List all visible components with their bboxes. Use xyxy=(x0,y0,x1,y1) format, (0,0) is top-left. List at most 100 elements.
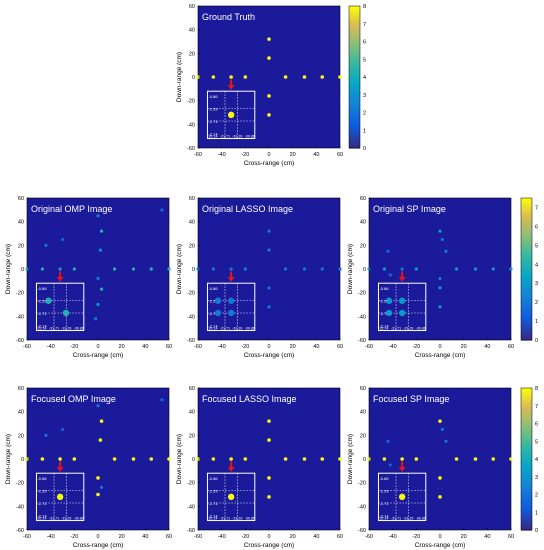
arrow-head xyxy=(56,276,64,282)
colorbar-tick-label: 3 xyxy=(535,281,538,287)
x-tick-label: -20 xyxy=(70,534,78,540)
colorbar-segment xyxy=(521,219,532,223)
chart-panel: -0.86 -1.29 -1.71 -2.14-32.14 -31.71 -31.29 -3… xyxy=(176,386,343,549)
data-point xyxy=(440,237,444,242)
inset-y-tick: -2.14 xyxy=(37,514,47,519)
colorbar-segment xyxy=(521,388,532,391)
y-axis-label: Down-range (cm) xyxy=(347,244,354,294)
x-tick-label: 40 xyxy=(313,534,319,540)
colorbar-segment xyxy=(521,473,532,477)
colorbar-segment xyxy=(349,27,360,31)
data-point xyxy=(98,248,102,252)
chart-title: Original OMP Image xyxy=(31,204,112,214)
y-tick-label: 40 xyxy=(18,220,24,226)
colorbar-frame xyxy=(520,387,533,531)
y-tick-label: -20 xyxy=(358,291,366,297)
data-point xyxy=(131,267,136,271)
y-tick-label: -20 xyxy=(16,291,24,297)
y-tick-label: 0 xyxy=(192,75,195,81)
x-tick-label: 40 xyxy=(313,344,319,350)
x-tick-label: -40 xyxy=(47,344,55,350)
colorbar-tick-label: 1 xyxy=(535,510,538,516)
inset-y-tick: -1.71 xyxy=(208,119,218,124)
colorbar-segment xyxy=(521,421,532,425)
inset-x-tick: -32.14 xyxy=(378,327,388,331)
colorbar-tick-label: 7 xyxy=(535,404,538,410)
colorbar-segment xyxy=(521,397,532,401)
data-point xyxy=(400,267,404,271)
colorbar-segment xyxy=(521,449,532,453)
inset-x-tick: -31.71 xyxy=(49,517,59,521)
x-axis-label: Cross-range (cm) xyxy=(415,352,466,359)
y-tick-label: 40 xyxy=(189,28,195,34)
colorbar-segment xyxy=(521,283,532,287)
y-tick-label: -20 xyxy=(187,481,195,487)
data-point xyxy=(131,457,136,461)
colorbar-segment xyxy=(521,207,532,211)
colorbar-segment xyxy=(521,459,532,462)
y-tick-label: 20 xyxy=(189,243,195,249)
arrow-head xyxy=(398,466,406,472)
data-point xyxy=(99,287,104,291)
data-point xyxy=(438,305,442,309)
data-point xyxy=(338,75,342,79)
data-point xyxy=(229,267,233,271)
colorbar-segment xyxy=(521,468,532,472)
data-point xyxy=(473,457,478,461)
x-tick-label: 0 xyxy=(267,344,270,350)
colorbar-segment xyxy=(521,451,532,455)
colorbar-segment xyxy=(521,228,532,232)
inset-y-tick: -2.14 xyxy=(379,324,389,329)
chart-title: Original LASSO Image xyxy=(202,204,293,214)
x-axis-label: Cross-range (cm) xyxy=(73,352,124,359)
inset-y-tick: -1.71 xyxy=(208,501,218,506)
colorbar-tick-label: 3 xyxy=(363,93,366,99)
colorbar-segment xyxy=(521,442,532,446)
x-tick-label: 0 xyxy=(438,534,441,540)
y-tick-label: 40 xyxy=(189,410,195,416)
colorbar-segment xyxy=(521,252,532,256)
data-point xyxy=(444,439,448,443)
data-point xyxy=(267,438,271,442)
data-point xyxy=(243,267,247,271)
data-point xyxy=(211,267,215,271)
inset-x-tick: -32.14 xyxy=(36,517,46,521)
colorbar-segment xyxy=(521,316,532,320)
colorbar-segment xyxy=(521,321,532,325)
inset-y-tick: -1.29 xyxy=(208,107,218,112)
y-tick-label: 0 xyxy=(21,457,24,463)
colorbar-segment xyxy=(521,475,532,479)
colorbar-segment xyxy=(521,392,532,396)
chart-title: Original SP Image xyxy=(373,204,446,214)
data-point xyxy=(400,457,404,461)
inset-y-tick: -1.71 xyxy=(208,311,218,316)
colorbar: 8 7 6 5 4 3 2 1 0 xyxy=(520,386,538,534)
colorbar-segment xyxy=(349,117,360,121)
arrow-head xyxy=(227,84,235,90)
x-tick-label: 60 xyxy=(337,152,343,158)
colorbar-segment xyxy=(349,74,360,78)
x-tick-label: 60 xyxy=(166,344,172,350)
data-point xyxy=(454,267,459,271)
colorbar-segment xyxy=(521,273,532,277)
colorbar-tick-label: 4 xyxy=(535,262,538,268)
colorbar-segment xyxy=(521,508,532,512)
colorbar-segment xyxy=(521,418,532,422)
data-point xyxy=(58,457,62,461)
inset-x-tick: -32.14 xyxy=(207,327,217,331)
chart-panel: -0.86 -1.29 -1.71 -2.14-32.14 -31.71 -31.29 -3… xyxy=(176,4,343,167)
x-tick-label: -40 xyxy=(389,344,397,350)
inset-box xyxy=(377,282,427,332)
colorbar-segment xyxy=(521,522,532,526)
inset-x-tick: -31.29 xyxy=(232,517,242,521)
data-point xyxy=(98,438,103,442)
colorbar-tick-label: 6 xyxy=(363,40,366,46)
colorbar-segment xyxy=(349,98,360,102)
colorbar-segment xyxy=(521,259,532,263)
x-tick-label: 40 xyxy=(142,344,148,350)
y-tick-label: 0 xyxy=(363,267,366,273)
colorbar-segment xyxy=(521,297,532,301)
colorbar-segment xyxy=(349,22,360,26)
x-tick-label: -40 xyxy=(389,534,397,540)
